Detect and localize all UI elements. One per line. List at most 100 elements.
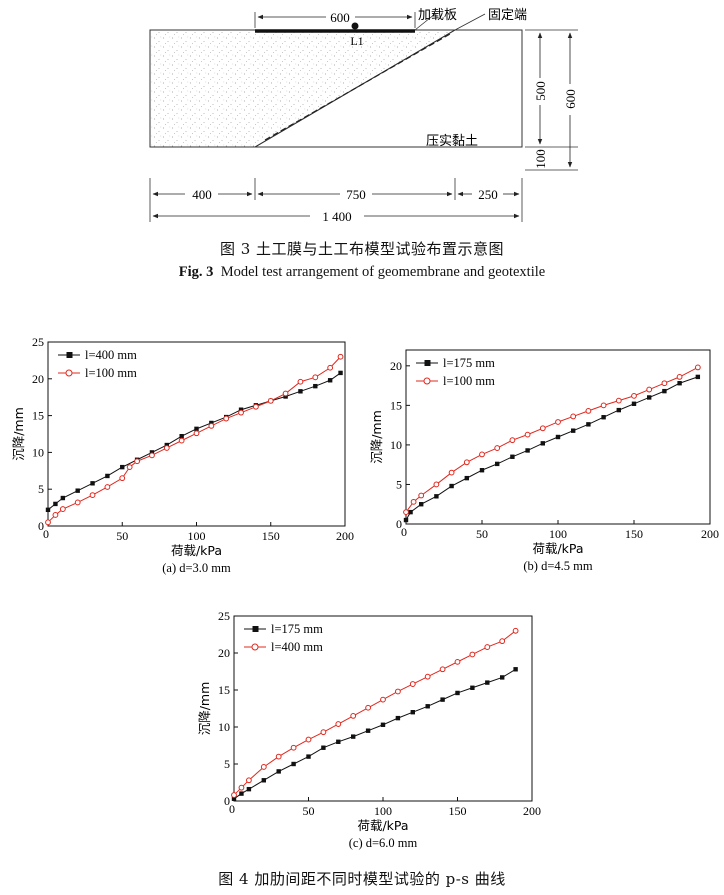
data-point bbox=[238, 409, 244, 416]
y-tick-label: 10 bbox=[32, 445, 44, 459]
data-point bbox=[231, 792, 237, 798]
data-point bbox=[134, 458, 141, 465]
data-point bbox=[677, 381, 682, 386]
series-line bbox=[405, 376, 699, 521]
data-point bbox=[464, 475, 469, 481]
data-point bbox=[662, 388, 667, 394]
data-point bbox=[509, 437, 516, 444]
data-point bbox=[75, 488, 80, 493]
data-point bbox=[267, 397, 274, 404]
data-point bbox=[297, 378, 304, 385]
y-axis-label: 沉降/mm bbox=[197, 682, 212, 736]
data-point bbox=[335, 721, 342, 727]
data-point bbox=[647, 395, 652, 400]
y-tick-label: 15 bbox=[32, 409, 44, 423]
data-point bbox=[539, 425, 546, 432]
data-point bbox=[351, 734, 356, 739]
dim-400: 400 bbox=[192, 187, 212, 202]
dim-600-top: 600 bbox=[330, 10, 350, 25]
data-point bbox=[238, 784, 245, 791]
data-point bbox=[321, 745, 326, 750]
data-point bbox=[90, 481, 95, 486]
data-point bbox=[298, 389, 303, 394]
data-point bbox=[208, 423, 215, 429]
y-tick-label: 0 bbox=[38, 519, 44, 533]
chart-subtitle: (c) d=6.0 mm bbox=[349, 836, 418, 850]
y-tick-label: 20 bbox=[218, 646, 230, 660]
x-axis-label: 荷载/kPa bbox=[532, 541, 583, 556]
data-point bbox=[424, 673, 431, 680]
data-point bbox=[694, 364, 701, 371]
series-line bbox=[47, 372, 341, 511]
figure4-caption: 图 4 加肋间距不同时模型试验的 p-s 曲线 bbox=[218, 870, 506, 888]
data-point bbox=[380, 722, 386, 727]
x-tick-label: 50 bbox=[476, 527, 488, 541]
dim-250: 250 bbox=[478, 187, 498, 202]
dim-1400: 1 400 bbox=[322, 209, 351, 224]
legend-marker bbox=[65, 369, 73, 377]
data-point bbox=[495, 461, 500, 467]
x-tick-label: 0 bbox=[43, 527, 49, 541]
data-point bbox=[395, 688, 401, 695]
data-point bbox=[45, 519, 51, 526]
y-tick-label: 20 bbox=[390, 359, 402, 373]
data-point bbox=[631, 401, 637, 406]
y-tick-label: 10 bbox=[218, 720, 230, 734]
y-tick-label: 25 bbox=[218, 609, 230, 623]
data-point bbox=[126, 464, 133, 471]
data-point bbox=[646, 386, 653, 393]
dim-750: 750 bbox=[346, 187, 366, 202]
data-point bbox=[261, 778, 266, 783]
data-point bbox=[586, 422, 591, 427]
data-point bbox=[149, 450, 155, 455]
data-point bbox=[179, 434, 184, 439]
data-point bbox=[239, 791, 244, 796]
y-tick-label: 0 bbox=[224, 794, 230, 808]
data-point bbox=[60, 495, 66, 501]
data-point bbox=[585, 408, 592, 414]
data-point bbox=[327, 364, 334, 371]
data-point bbox=[676, 373, 683, 380]
legend-label: l=175 mm bbox=[271, 622, 323, 636]
dim-600-side: 600 bbox=[563, 89, 578, 109]
chart-a: 0 50 100 150 200 0 5 10 15 20 25 荷载/kPa 沉降/mm (a) d=3… bbox=[11, 335, 354, 575]
data-point bbox=[194, 426, 199, 432]
figure3-caption-cn: 图 3 土工膜与土工布模型试验布置示意图 bbox=[219, 240, 505, 258]
y-tick-label: 25 bbox=[32, 335, 44, 349]
data-point bbox=[494, 445, 501, 451]
y-tick-label: 20 bbox=[32, 372, 44, 386]
data-point bbox=[463, 459, 470, 466]
data-point bbox=[395, 715, 401, 721]
data-point bbox=[53, 501, 58, 507]
data-point bbox=[570, 413, 577, 420]
figure3-diagram: L1 600 加载板 固定端 500 100 600 压实黏土 400 750 … bbox=[149, 8, 578, 224]
data-point bbox=[512, 627, 519, 634]
data-point bbox=[337, 353, 344, 360]
data-point bbox=[365, 728, 371, 733]
data-point bbox=[282, 390, 289, 397]
data-point bbox=[631, 392, 637, 399]
data-point bbox=[74, 499, 81, 506]
series-0 bbox=[231, 667, 518, 801]
data-point bbox=[253, 403, 259, 410]
data-point bbox=[338, 370, 343, 376]
data-point bbox=[425, 704, 430, 709]
data-point bbox=[513, 667, 518, 672]
data-point bbox=[419, 502, 424, 507]
x-tick-label: 100 bbox=[374, 804, 392, 818]
data-point bbox=[410, 710, 415, 715]
data-point bbox=[408, 509, 413, 515]
figure3-caption-en-text: Model test arrangement of geomembrane an… bbox=[220, 264, 546, 280]
data-point bbox=[231, 796, 237, 801]
x-tick-label: 150 bbox=[449, 804, 467, 818]
data-point bbox=[313, 383, 318, 389]
y-tick-label: 15 bbox=[390, 398, 402, 412]
data-point bbox=[455, 690, 460, 696]
figure3-caption-en-label: Fig. 3 bbox=[178, 264, 214, 280]
x-tick-label: 200 bbox=[701, 527, 719, 541]
y-axis-label: 沉降/mm bbox=[11, 407, 26, 461]
legend-marker bbox=[251, 643, 259, 651]
data-point bbox=[403, 517, 409, 523]
data-point bbox=[209, 420, 214, 426]
data-point bbox=[350, 713, 357, 719]
